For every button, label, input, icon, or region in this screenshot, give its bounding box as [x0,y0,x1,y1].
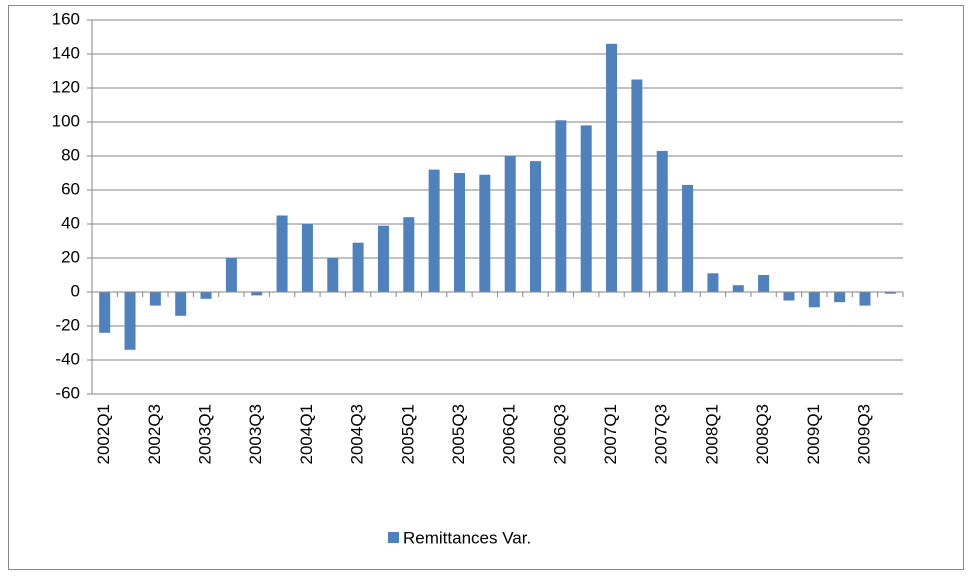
y-tick-label: -60 [55,383,80,402]
bar [479,174,491,292]
bar [124,292,136,350]
y-tick-label: 160 [52,9,80,28]
bar [656,150,668,292]
x-tick-label: 2007Q1 [601,404,620,465]
x-tick-label: 2009Q1 [804,404,823,465]
y-tick-label: 40 [61,213,80,232]
x-tick-label: 2005Q1 [398,404,417,465]
y-tick-label: -20 [55,315,80,334]
x-tick-label: 2002Q3 [145,404,164,465]
bar [707,273,719,292]
bar [276,215,288,292]
bar [530,161,542,292]
y-tick-label: -40 [55,349,80,368]
bar [808,292,820,308]
y-tick-label: 0 [71,281,80,300]
bar [200,292,212,299]
bar [453,173,465,292]
bar [758,275,770,292]
bar [301,224,313,292]
bar [732,285,744,292]
bar [555,120,567,292]
bar [859,292,871,306]
bar [682,184,694,292]
bar [783,292,795,301]
x-tick-label: 2003Q1 [196,404,215,465]
x-tick-label: 2004Q1 [297,404,316,465]
x-tick-label: 2004Q3 [348,404,367,465]
bar [327,258,339,292]
x-tick-label: 2002Q1 [94,404,113,465]
bar [504,156,516,292]
bar [352,242,364,292]
x-tick-label: 2007Q3 [652,404,671,465]
x-tick-label: 2005Q3 [449,404,468,465]
bar [631,79,643,292]
bar [580,125,592,293]
legend-swatch [388,532,399,543]
y-tick-label: 140 [52,43,80,62]
y-tick-label: 20 [61,247,80,266]
bar [377,225,389,292]
y-tick-label: 60 [61,179,80,198]
y-tick-label: 80 [61,145,80,164]
bar [834,292,846,303]
bar [251,292,263,296]
x-tick-label: 2006Q1 [500,404,519,465]
x-tick-label: 2003Q3 [246,404,265,465]
bar [225,258,237,292]
y-tick-label: 120 [52,77,80,96]
bar [149,292,161,306]
x-tick-label: 2008Q3 [753,404,772,465]
x-tick-label: 2009Q3 [854,404,873,465]
bar [606,43,618,292]
x-tick-label: 2006Q3 [550,404,569,465]
legend-label: Remittances Var. [403,528,531,547]
bar [99,292,111,333]
bar [884,292,896,294]
bar [403,217,415,292]
bar [175,292,187,316]
x-tick-label: 2008Q1 [702,404,721,465]
y-tick-label: 100 [52,111,80,130]
bar [428,169,440,292]
